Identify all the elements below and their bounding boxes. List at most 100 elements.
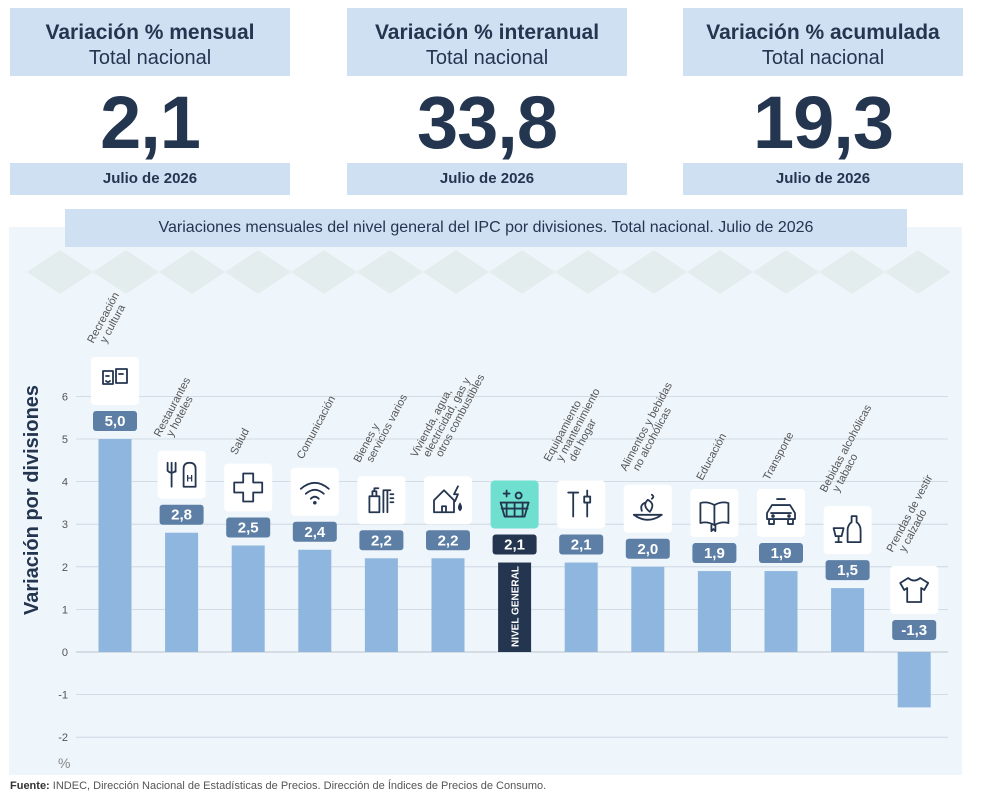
- icon-fill: [458, 502, 462, 512]
- category-label: Bebidas alcohólicasy tabaco: [818, 402, 884, 499]
- icon-stroke: [371, 487, 380, 498]
- theater-masks-icon: [91, 357, 139, 405]
- icon-dot: [771, 514, 775, 518]
- card-header: Variación % interanual Total nacional: [347, 8, 627, 76]
- category-label: Alimentos y bebidasno alcohólicas: [618, 380, 685, 478]
- value-label-bg: [292, 521, 337, 542]
- wave-shape: [621, 250, 687, 294]
- card-value: 2,1: [100, 81, 201, 164]
- icon-stroke: [899, 577, 930, 603]
- icon-stroke: [182, 461, 197, 488]
- bar: [431, 558, 465, 652]
- icon-stroke: [499, 501, 530, 518]
- icon-stroke: [102, 370, 114, 385]
- wave-shape: [225, 250, 291, 294]
- value-label-bg: [359, 530, 404, 551]
- y-axis-title: Variación por divisiones: [21, 385, 43, 615]
- icon-box: [557, 480, 606, 529]
- icon-dot: [787, 514, 791, 518]
- icon-letter: H: [186, 474, 193, 484]
- icon-stroke: [766, 504, 796, 525]
- wave-shape: [687, 250, 753, 294]
- fork-knife-icon: H: [157, 450, 206, 499]
- icon-box: [357, 476, 406, 525]
- food-icon: [623, 484, 672, 533]
- y-tick-label: 2: [62, 562, 68, 574]
- value-label-bg: [559, 534, 604, 555]
- value-label-bg: [93, 411, 137, 431]
- icon-stroke: [299, 481, 330, 500]
- value-label: 2,8: [171, 507, 192, 524]
- category-label: Vivienda, agua,electricidad, gas yotros …: [409, 362, 488, 470]
- category-label: Salud: [228, 426, 252, 456]
- bar: [697, 571, 731, 652]
- card-period: Julio de 2026: [347, 163, 627, 195]
- monthly-variation-card: Variación % mensual Total nacional 2,1 J…: [10, 8, 290, 195]
- bar: [364, 558, 398, 652]
- card-value: 19,3: [752, 81, 894, 164]
- icon-stroke: [115, 368, 128, 384]
- tools-icon: [557, 480, 606, 529]
- icon-stroke: [233, 472, 264, 503]
- year-on-year-variation-card: Variación % interanual Total nacional 33…: [347, 8, 627, 195]
- wave-shape: [27, 250, 93, 294]
- bar: [831, 588, 865, 652]
- icon-box: [424, 476, 472, 525]
- icon-stroke: [368, 495, 381, 514]
- icon-stroke: [433, 489, 455, 514]
- wave-shape: [93, 250, 159, 294]
- value-label: 2,0: [637, 541, 658, 558]
- source-label: Fuente:: [10, 780, 50, 792]
- value-label: 1,9: [771, 545, 792, 562]
- chart-title: Variaciones mensuales del nivel general …: [65, 209, 907, 247]
- value-label-bg: [759, 543, 803, 564]
- category-label: Equipamientoy mantenimientodel hogar: [542, 381, 613, 474]
- bar: [631, 566, 665, 652]
- value-label-bg: [825, 560, 870, 581]
- value-label: 1,5: [837, 562, 858, 579]
- value-label-bg: [625, 538, 670, 559]
- bar: [498, 562, 532, 652]
- category-label: Bienes yservicios varios: [352, 387, 411, 470]
- category-label: Recreacióny cultura: [85, 290, 131, 350]
- decorative-wave-band: [27, 250, 951, 294]
- category-label-line: Transporte: [761, 430, 796, 482]
- category-label: Restaurantesy hoteles: [152, 375, 203, 444]
- y-tick-label: 1: [62, 604, 68, 616]
- icon-box: [890, 566, 939, 614]
- medical-cross-icon: [224, 463, 273, 512]
- value-label-bg: [226, 517, 271, 538]
- icon-stroke: [567, 489, 592, 518]
- icon-stroke: [453, 485, 459, 503]
- category-label-line: Salud: [228, 426, 252, 456]
- bar: [165, 532, 199, 652]
- y-tick-label: 5: [62, 434, 68, 446]
- card-value: 33,8: [416, 81, 558, 164]
- y-tick-label: 4: [62, 477, 68, 489]
- bar: [897, 652, 931, 708]
- house-energy-icon: [424, 476, 472, 525]
- source-text: INDEC, Dirección Nacional de Estadística…: [49, 780, 547, 792]
- wifi-icon: [290, 467, 339, 516]
- wave-shape: [885, 250, 951, 294]
- value-label-bg: [159, 504, 204, 525]
- value-label: 2,1: [571, 537, 592, 554]
- card-period: Julio de 2026: [683, 163, 963, 195]
- tshirt-icon: [890, 566, 939, 614]
- value-label: 2,1: [504, 537, 525, 554]
- wave-shape: [555, 250, 621, 294]
- card-subtitle: Total nacional: [88, 47, 212, 69]
- toiletries-icon: [357, 476, 406, 525]
- card-title: Variación % acumulada: [706, 21, 940, 44]
- icon-box: [224, 463, 273, 512]
- icon-box: [91, 357, 139, 405]
- icon-stroke: [632, 498, 663, 521]
- category-label-line: Comunicación: [295, 394, 338, 461]
- category-label: Transporte: [761, 430, 796, 482]
- card-title: Variación % mensual: [45, 21, 255, 44]
- value-label-bg: [692, 543, 737, 564]
- bar: [231, 545, 265, 652]
- value-label: 2,4: [304, 524, 326, 541]
- wave-shape: [423, 250, 489, 294]
- wave-shape: [489, 250, 555, 294]
